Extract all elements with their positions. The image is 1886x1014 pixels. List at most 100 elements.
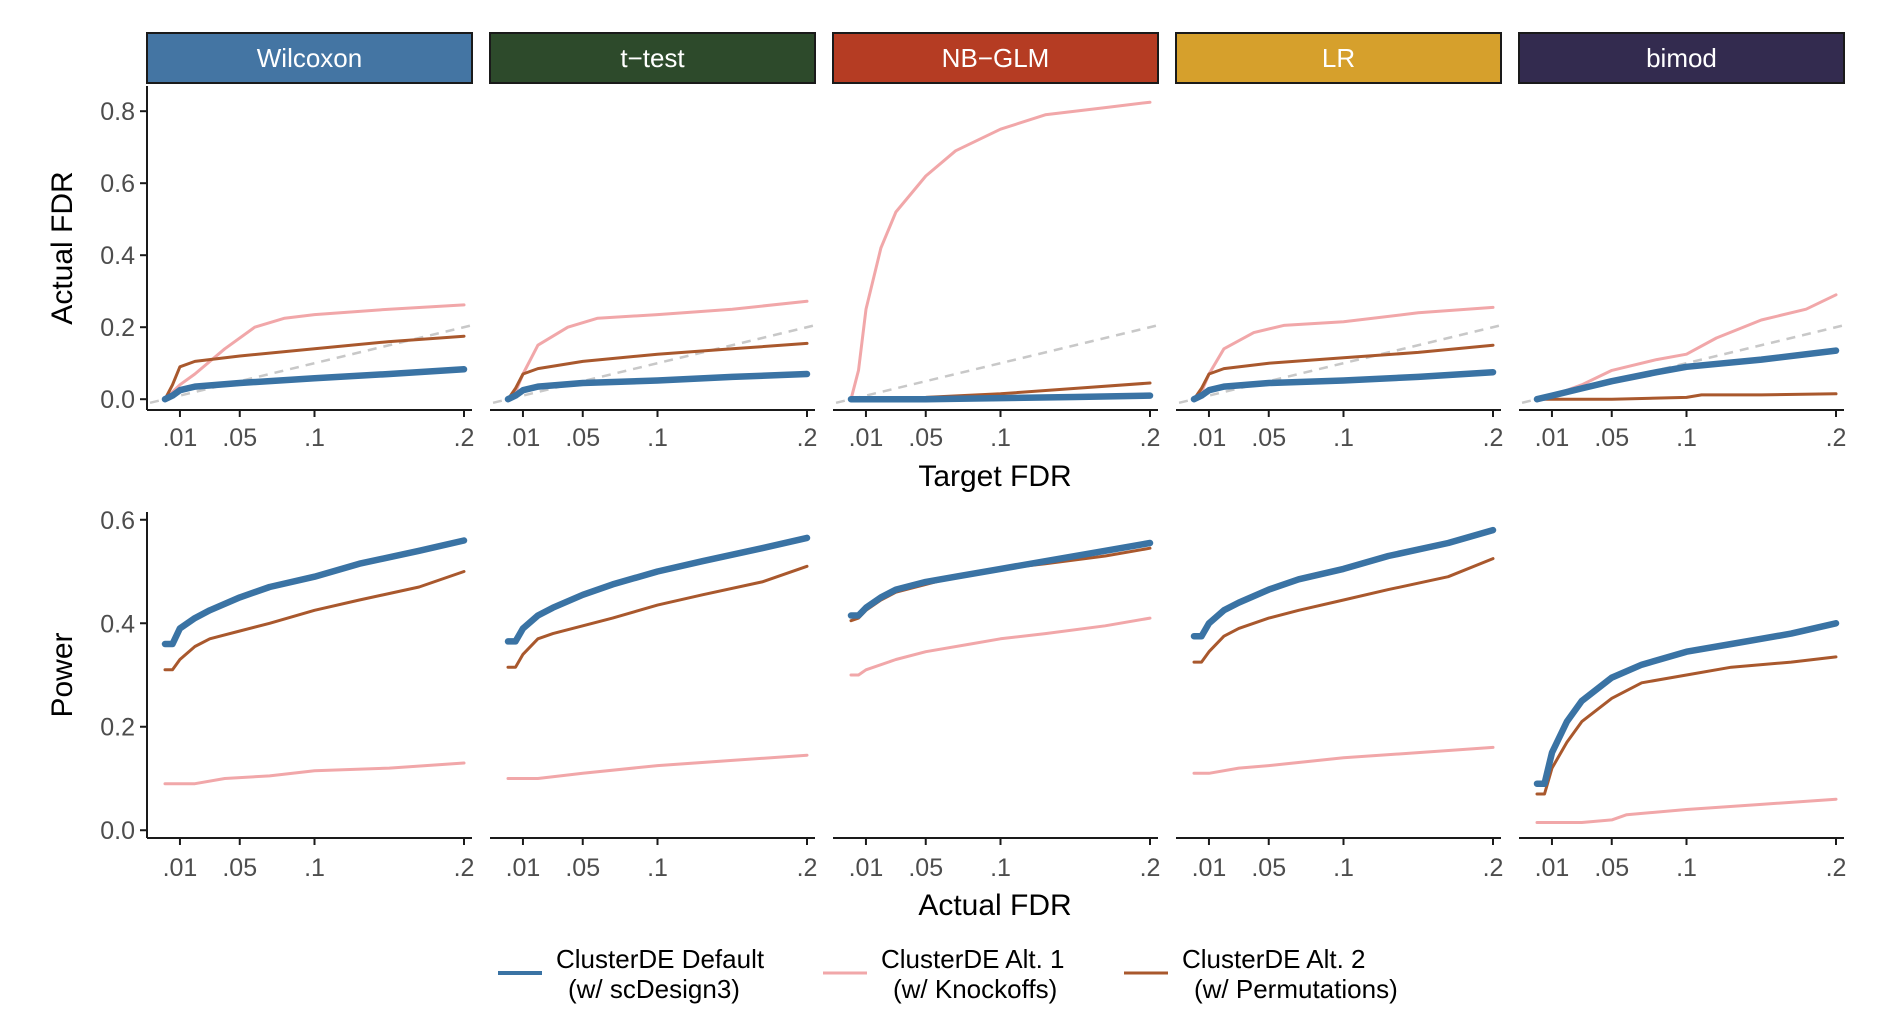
strip-label: t−test <box>620 43 685 73</box>
x-tick-label: .05 <box>1251 854 1286 882</box>
panel-1-4: .01 .05 .1 .2 <box>1519 620 1847 882</box>
series-line-scdesign3 <box>847 539 1154 619</box>
x-tick-label: .05 <box>1594 424 1629 452</box>
strip-label: Wilcoxon <box>257 43 362 73</box>
reference-line <box>492 324 815 405</box>
y-tick-label: 0.6 <box>100 507 135 535</box>
x-axis-title: Target FDR <box>918 460 1071 493</box>
series-line-knockoffs <box>1535 293 1838 401</box>
x-tick-label: .1 <box>1333 424 1354 452</box>
y-tick-label: 0.6 <box>100 170 135 198</box>
legend-sublabel-alt2: (w/ Permutations) <box>1194 974 1398 1004</box>
plot-area <box>492 299 815 405</box>
x-tick-label: .01 <box>1192 424 1227 452</box>
x-tick-label: .2 <box>1140 854 1161 882</box>
x-tick-label: .05 <box>222 424 257 452</box>
series-line-permutations <box>506 564 809 669</box>
strip-background <box>489 32 816 84</box>
x-tick-label: .05 <box>908 424 943 452</box>
x-tick-label: .1 <box>304 424 325 452</box>
series-line-scdesign3 <box>1190 526 1497 640</box>
x-tick-label: .05 <box>908 854 943 882</box>
series-line-permutations <box>1192 343 1495 401</box>
y-tick-label: 0.2 <box>100 714 135 742</box>
series-line-knockoffs <box>506 753 809 780</box>
x-tick-label: .05 <box>1251 424 1286 452</box>
panel-0-3: .01 .05 .1 .2 <box>1176 305 1504 452</box>
x-tick-label: .2 <box>797 854 818 882</box>
strip-background <box>1518 32 1845 84</box>
legend: ClusterDE Default(w/ scDesign3) ClusterDE… <box>498 944 1398 1004</box>
x-tick-label: .05 <box>1594 854 1629 882</box>
x-tick-label: .2 <box>454 424 475 452</box>
plot-area <box>835 100 1158 405</box>
x-tick-label: .1 <box>647 424 668 452</box>
x-tick-label: .2 <box>1483 424 1504 452</box>
x-tick-label: .1 <box>990 424 1011 452</box>
series-line-permutations <box>849 546 1152 623</box>
reference-line <box>1178 324 1501 405</box>
panel-1-3: .01 .05 .1 .2 <box>1176 526 1503 882</box>
series-line-knockoffs <box>163 303 466 401</box>
series-line-permutations <box>1535 655 1838 796</box>
plot-area <box>1521 293 1844 405</box>
y-axis-title: Actual FDR <box>46 171 79 324</box>
series-line-permutations <box>1535 392 1838 401</box>
x-tick-label: .1 <box>1676 854 1697 882</box>
series-line-permutations <box>506 341 809 401</box>
y-tick-label: 0.0 <box>100 817 135 845</box>
plot-area <box>1533 620 1840 824</box>
legend-label-default: ClusterDE Default <box>556 944 765 974</box>
x-tick-label: .01 <box>163 424 198 452</box>
strip-label: LR <box>1322 43 1355 73</box>
x-tick-label: .01 <box>1535 854 1570 882</box>
x-tick-label: .1 <box>990 854 1011 882</box>
x-tick-label: .1 <box>647 854 668 882</box>
series-line-scdesign3 <box>504 534 811 645</box>
plot-area <box>1178 305 1501 405</box>
y-tick-label: 0.0 <box>100 386 135 414</box>
plot-area <box>504 534 811 780</box>
series-line-knockoffs <box>1535 797 1838 824</box>
x-tick-label: .01 <box>506 424 541 452</box>
strip-0: Wilcoxon <box>146 32 473 84</box>
x-tick-label: .01 <box>163 854 198 882</box>
x-tick-label: .1 <box>1333 854 1354 882</box>
x-tick-label: .05 <box>565 424 600 452</box>
x-tick-label: .05 <box>565 854 600 882</box>
x-tick-label: .2 <box>1826 424 1847 452</box>
strip-1: t−test <box>489 32 816 84</box>
series-line-knockoffs <box>849 616 1152 677</box>
strip-background <box>146 32 473 84</box>
series-line-scdesign3 <box>1533 620 1840 787</box>
series-line-scdesign3 <box>161 537 468 648</box>
x-tick-label: .01 <box>1192 854 1227 882</box>
strip-label: bimod <box>1646 43 1717 73</box>
panel-0-2: .01 .05 .1 .2 <box>833 100 1160 452</box>
plot-area <box>149 303 472 405</box>
legend-label-alt1: ClusterDE Alt. 1 <box>881 944 1065 974</box>
series-line-scdesign3 <box>1190 368 1497 403</box>
plot-area <box>161 537 468 786</box>
series-line-permutations <box>163 334 466 401</box>
panel-1-1: .01 .05 .1 .2 <box>490 534 818 882</box>
y-tick-label: 0.4 <box>100 610 135 638</box>
strip-label: NB−GLM <box>942 43 1050 73</box>
strip-4: bimod <box>1518 32 1845 84</box>
reference-line <box>149 324 472 405</box>
x-tick-label: .1 <box>304 854 325 882</box>
legend-sublabel-default: (w/ scDesign3) <box>568 974 740 1004</box>
x-tick-label: .2 <box>1826 854 1847 882</box>
x-tick-label: .1 <box>1676 424 1697 452</box>
plot-area <box>1190 526 1497 775</box>
x-tick-label: .01 <box>849 424 884 452</box>
legend-sublabel-alt1: (w/ Knockoffs) <box>893 974 1057 1004</box>
panel-0-0: .01 .05 .1 .2 <box>147 303 475 452</box>
reference-line <box>835 324 1158 405</box>
y-tick-label: 0.2 <box>100 314 135 342</box>
y-axis-title: Power <box>46 632 79 717</box>
x-tick-label: .05 <box>222 854 257 882</box>
